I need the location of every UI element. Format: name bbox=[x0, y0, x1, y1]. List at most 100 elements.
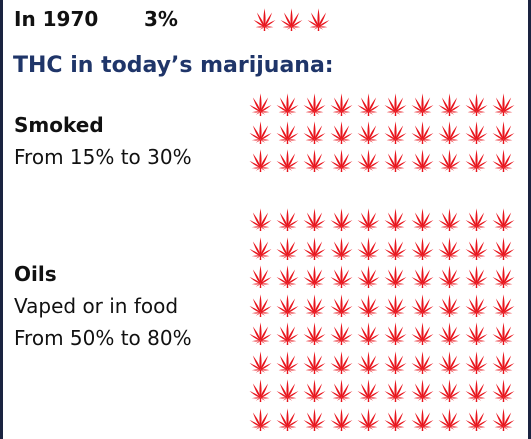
cannabis-leaf-icon bbox=[249, 208, 272, 231]
cannabis-leaf-icon bbox=[465, 149, 488, 172]
oils-title: Oils bbox=[14, 262, 57, 286]
cannabis-leaf-icon bbox=[411, 350, 434, 374]
cannabis-leaf-icon bbox=[465, 350, 488, 374]
cannabis-leaf-icon bbox=[465, 322, 488, 345]
cannabis-leaf-icon bbox=[465, 121, 488, 144]
cannabis-leaf-icon bbox=[492, 93, 515, 116]
cannabis-leaf-icon bbox=[330, 350, 353, 374]
cannabis-leaf-icon bbox=[357, 350, 380, 374]
cannabis-leaf-icon bbox=[411, 293, 434, 317]
cannabis-leaf-icon bbox=[438, 265, 461, 288]
cannabis-leaf-icon bbox=[411, 407, 434, 431]
frame-right-edge bbox=[528, 0, 531, 439]
cannabis-leaf-icon bbox=[276, 293, 299, 317]
cannabis-leaf-icon bbox=[303, 350, 326, 374]
year-1970-label: In 1970 bbox=[14, 7, 99, 31]
cannabis-leaf-icon bbox=[411, 379, 434, 402]
cannabis-leaf-icon bbox=[465, 208, 488, 231]
cannabis-leaf-icon bbox=[249, 236, 272, 260]
cannabis-leaf-icon bbox=[249, 322, 272, 345]
cannabis-leaf-icon bbox=[438, 379, 461, 402]
leaf-group-smoked bbox=[247, 90, 517, 174]
cannabis-leaf-icon bbox=[303, 93, 326, 116]
cannabis-leaf-icon bbox=[330, 322, 353, 345]
cannabis-leaf-icon bbox=[438, 293, 461, 317]
cannabis-leaf-icon bbox=[411, 93, 434, 116]
cannabis-leaf-icon bbox=[330, 208, 353, 231]
cannabis-leaf-icon bbox=[492, 236, 515, 260]
smoked-thc-range: From 15% to 30% bbox=[14, 145, 192, 169]
cannabis-leaf-icon bbox=[411, 149, 434, 172]
cannabis-leaf-icon bbox=[384, 93, 407, 116]
cannabis-leaf-icon bbox=[276, 236, 299, 260]
cannabis-leaf-icon bbox=[249, 407, 272, 431]
cannabis-leaf-icon bbox=[307, 8, 330, 31]
cannabis-leaf-icon bbox=[303, 293, 326, 317]
cannabis-leaf-icon bbox=[330, 293, 353, 317]
cannabis-leaf-icon bbox=[276, 379, 299, 402]
cannabis-leaf-icon bbox=[384, 293, 407, 317]
cannabis-leaf-icon bbox=[330, 265, 353, 288]
cannabis-leaf-icon bbox=[438, 236, 461, 260]
cannabis-leaf-icon bbox=[411, 208, 434, 231]
cannabis-leaf-icon bbox=[384, 322, 407, 345]
cannabis-leaf-icon bbox=[276, 350, 299, 374]
cannabis-leaf-icon bbox=[249, 293, 272, 317]
cannabis-leaf-icon bbox=[384, 350, 407, 374]
cannabis-leaf-icon bbox=[411, 236, 434, 260]
cannabis-leaf-icon bbox=[303, 121, 326, 144]
cannabis-leaf-icon bbox=[357, 121, 380, 144]
cannabis-leaf-icon bbox=[276, 93, 299, 116]
cannabis-leaf-icon bbox=[411, 265, 434, 288]
leaf-group-1970 bbox=[251, 5, 332, 32]
cannabis-leaf-icon bbox=[357, 149, 380, 172]
cannabis-leaf-icon bbox=[492, 149, 515, 172]
frame-left-edge bbox=[0, 0, 3, 439]
cannabis-leaf-icon bbox=[492, 350, 515, 374]
cannabis-leaf-icon bbox=[249, 265, 272, 288]
cannabis-leaf-icon bbox=[330, 379, 353, 402]
section-heading: THC in today’s marijuana: bbox=[13, 53, 334, 78]
cannabis-leaf-icon bbox=[357, 236, 380, 260]
cannabis-leaf-icon bbox=[303, 407, 326, 431]
cannabis-leaf-icon bbox=[303, 236, 326, 260]
cannabis-leaf-icon bbox=[492, 293, 515, 317]
cannabis-leaf-icon bbox=[357, 322, 380, 345]
cannabis-leaf-icon bbox=[384, 379, 407, 402]
cannabis-leaf-icon bbox=[276, 121, 299, 144]
cannabis-leaf-icon bbox=[330, 407, 353, 431]
cannabis-leaf-icon bbox=[303, 208, 326, 231]
cannabis-leaf-icon bbox=[330, 236, 353, 260]
cannabis-leaf-icon bbox=[330, 149, 353, 172]
oils-thc-range: From 50% to 80% bbox=[14, 326, 192, 350]
cannabis-leaf-icon bbox=[492, 322, 515, 345]
cannabis-leaf-icon bbox=[357, 293, 380, 317]
cannabis-leaf-icon bbox=[492, 265, 515, 288]
cannabis-leaf-icon bbox=[357, 208, 380, 231]
cannabis-leaf-icon bbox=[303, 322, 326, 345]
cannabis-leaf-icon bbox=[253, 8, 276, 31]
smoked-title: Smoked bbox=[14, 113, 104, 137]
cannabis-leaf-icon bbox=[276, 208, 299, 231]
cannabis-leaf-icon bbox=[384, 265, 407, 288]
cannabis-leaf-icon bbox=[465, 236, 488, 260]
cannabis-leaf-icon bbox=[465, 265, 488, 288]
cannabis-leaf-icon bbox=[438, 93, 461, 116]
cannabis-leaf-icon bbox=[492, 208, 515, 231]
cannabis-leaf-icon bbox=[465, 293, 488, 317]
cannabis-leaf-icon bbox=[249, 350, 272, 374]
cannabis-leaf-icon bbox=[492, 407, 515, 431]
cannabis-leaf-icon bbox=[438, 208, 461, 231]
cannabis-leaf-icon bbox=[465, 407, 488, 431]
cannabis-leaf-icon bbox=[438, 149, 461, 172]
cannabis-leaf-icon bbox=[357, 379, 380, 402]
cannabis-leaf-icon bbox=[249, 93, 272, 116]
cannabis-leaf-icon bbox=[465, 93, 488, 116]
cannabis-leaf-icon bbox=[330, 93, 353, 116]
cannabis-leaf-icon bbox=[249, 121, 272, 144]
cannabis-leaf-icon bbox=[438, 407, 461, 431]
cannabis-leaf-icon bbox=[411, 322, 434, 345]
cannabis-leaf-icon bbox=[276, 265, 299, 288]
cannabis-leaf-icon bbox=[249, 379, 272, 402]
cannabis-leaf-icon bbox=[303, 265, 326, 288]
